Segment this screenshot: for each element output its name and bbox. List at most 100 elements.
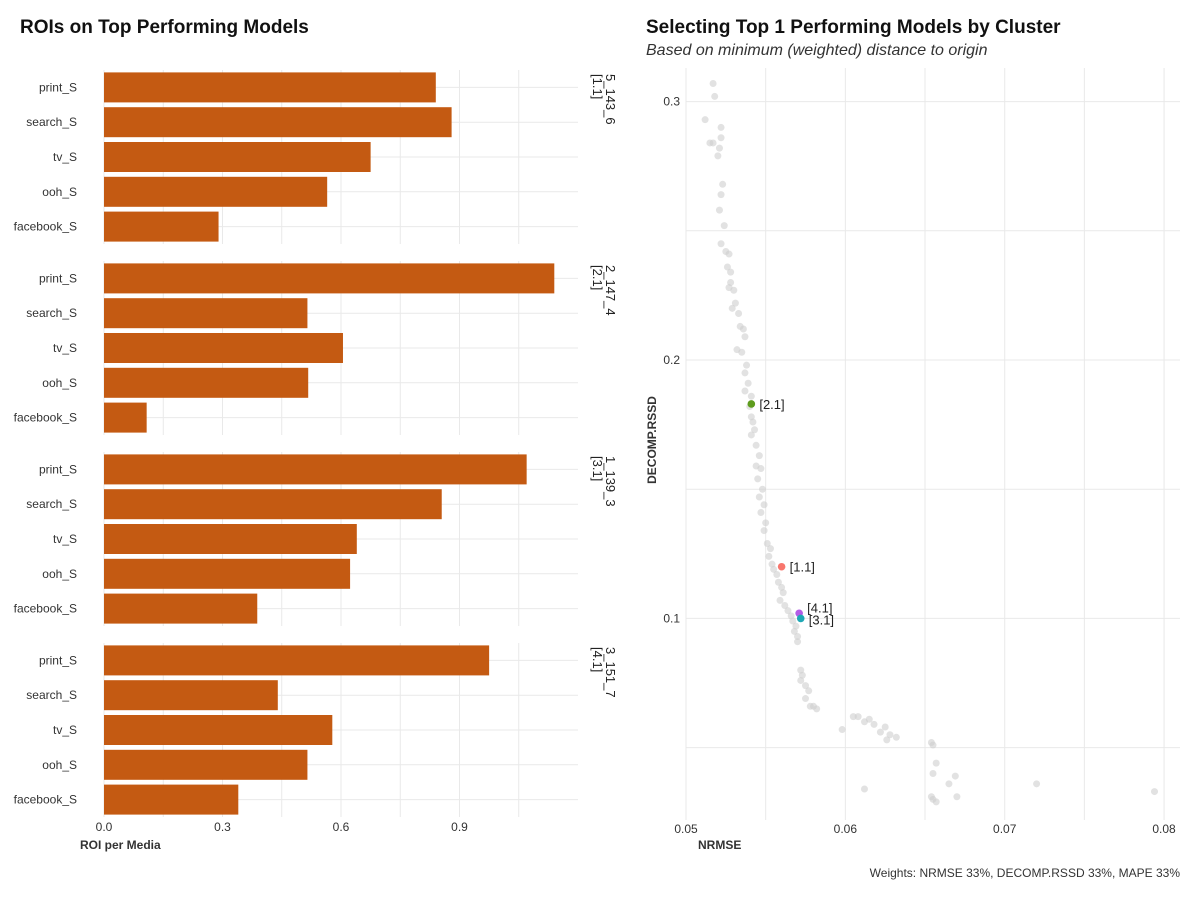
category-label: facebook_S [14,220,77,234]
model-point [932,798,940,806]
top-model-label: [3.1] [809,612,834,627]
model-point [865,715,873,723]
model-point [746,403,754,411]
model-point [813,705,821,713]
model-point [752,462,760,470]
roi-bar [104,749,308,780]
roi-bar [104,645,490,676]
model-point [720,222,728,230]
model-point [929,769,937,777]
model-point [951,772,959,780]
model-point [809,702,817,710]
model-point [728,304,736,312]
model-point [883,736,891,744]
model-point [747,431,755,439]
model-point [881,723,889,731]
model-point [717,191,725,199]
roi-bar [104,107,452,138]
roi-bar [104,142,371,172]
x-tick-label: 0.3 [214,820,231,834]
model-point [739,325,747,333]
model-point [778,583,786,591]
model-point [741,369,749,377]
model-point [763,539,771,547]
roi-bar [104,298,308,329]
right-chart-title: Selecting Top 1 Performing Models by Clu… [646,17,1061,38]
model-point [725,250,733,258]
category-label: print_S [39,271,77,285]
facet-label-id: [4.1] [590,647,605,672]
facet-label: [4.1]3_151_7 [590,647,618,698]
left-chart-title: ROIs on Top Performing Models [20,17,309,38]
model-point [723,263,731,271]
roi-bar [104,72,436,103]
model-point [802,682,810,690]
x-tick-label: 0.0 [96,820,113,834]
model-point [717,123,725,131]
model-point [715,206,723,214]
facet-label: [2.1]2_147_4 [590,265,618,316]
category-label: search_S [26,497,77,511]
category-label: print_S [39,653,77,667]
model-point [945,780,953,788]
model-point [886,731,894,739]
facet-label-model: 3_151_7 [603,647,618,698]
model-point [727,278,735,286]
category-label: search_S [26,115,77,129]
x-tick-label: 0.07 [993,822,1017,836]
model-point [758,485,766,493]
model-point [727,268,735,276]
model-point [929,741,937,749]
model-point [776,596,784,604]
model-point [747,392,755,400]
model-point [806,702,814,710]
top-model-point [747,400,756,408]
roi-bar [104,715,333,745]
model-point [757,508,765,516]
roi-bar [104,402,147,433]
model-point [717,134,725,142]
model-point [711,92,719,100]
category-label: facebook_S [14,411,77,425]
model-point [733,346,741,354]
model-point [736,322,744,330]
roi-bar [104,211,219,242]
model-point [870,720,878,728]
model-point [730,286,738,294]
model-point [755,452,763,460]
facet-label: [1.1]5_143_6 [590,74,618,125]
model-point [854,713,862,721]
weights-caption: Weights: NRMSE 33%, DECOMP.RSSD 33%, MAP… [869,866,1180,880]
model-point [797,676,805,684]
category-label: tv_S [53,341,77,355]
roi-bar [104,176,328,207]
model-point [789,617,797,625]
model-point [762,519,770,527]
roi-bar [104,263,555,294]
facet-label: [3.1]1_139_3 [590,456,618,507]
model-point [760,527,768,535]
x-tick-label: 0.06 [834,822,858,836]
model-point [1151,788,1159,796]
model-point [794,633,802,641]
model-point [754,475,762,483]
roi-bar [104,784,239,815]
category-label: tv_S [53,532,77,546]
model-point [717,240,725,248]
model-point [752,441,760,449]
model-point [790,627,798,635]
model-point [760,501,768,509]
x-tick-label: 0.08 [1152,822,1176,836]
x-tick-label: 0.9 [451,820,468,834]
model-point [738,348,746,356]
model-point [743,361,751,369]
model-point [849,713,857,721]
roi-bar [104,524,357,554]
right-chart-subtitle: Based on minimum (weighted) distance to … [646,42,988,59]
category-label: tv_S [53,150,77,164]
roi-bar [104,680,278,711]
model-point [927,793,935,801]
model-point [779,589,787,597]
model-point [765,552,773,560]
model-point [802,695,810,703]
